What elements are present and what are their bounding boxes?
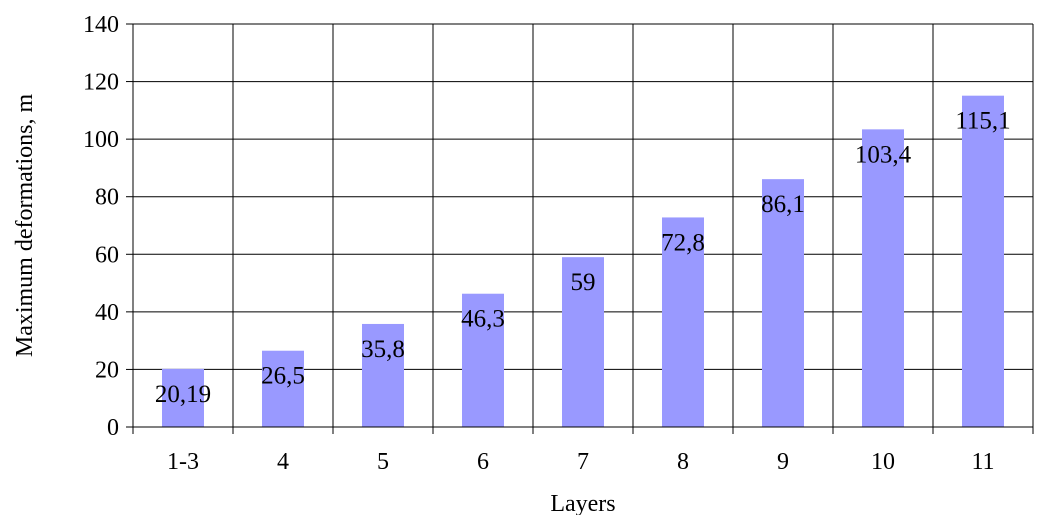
data-label: 103,4 [855,141,912,168]
bar [862,129,904,427]
data-label: 26,5 [261,363,305,390]
bar [762,179,804,427]
x-tick-label: 6 [477,449,489,475]
data-label: 46,3 [461,306,505,333]
bars [162,95,1004,428]
data-label: 115,1 [955,108,1010,135]
bar [962,95,1004,428]
y-tick-label: 60 [95,242,119,268]
x-tick-label: 7 [577,449,589,475]
x-tick-labels: 1-3 4 5 6 7 8 9 10 11 [167,449,995,475]
y-tick-label: 20 [95,357,119,383]
y-tick-labels: 0 20 40 60 80 100 120 140 [83,12,119,441]
y-axis-title: Maximum deformations, m [12,94,38,358]
x-tick-label: 5 [377,449,389,475]
x-tick-label: 10 [871,449,895,475]
bar [462,293,504,427]
x-tick-label: 9 [777,449,789,475]
x-tick-label: 8 [677,449,689,475]
x-tick-label: 4 [277,449,289,475]
y-tick-label: 80 [95,185,119,211]
data-labels: 20,19 26,5 35,8 46,3 59 72,8 86,1 103,4 115,1 [155,108,1011,408]
data-label: 59 [571,269,596,296]
y-tick-label: 40 [95,300,119,326]
data-label: 35,8 [361,336,405,363]
grid [133,23,1034,427]
bar [662,217,704,427]
bar [262,350,304,427]
y-tick-label: 100 [83,127,119,153]
x-axis-title: Layers [550,491,615,515]
axes [126,23,1034,434]
data-label: 72,8 [661,229,705,256]
bar [362,323,404,427]
y-tick-label: 120 [83,70,119,96]
x-tick-label: 1-3 [167,449,199,475]
data-label: 20,19 [155,381,211,408]
y-tick-label: 0 [107,415,119,441]
data-label: 86,1 [761,191,805,218]
bar [162,368,204,427]
x-tick-label: 11 [971,449,994,475]
y-tick-label: 140 [83,12,119,38]
bar [562,257,604,427]
